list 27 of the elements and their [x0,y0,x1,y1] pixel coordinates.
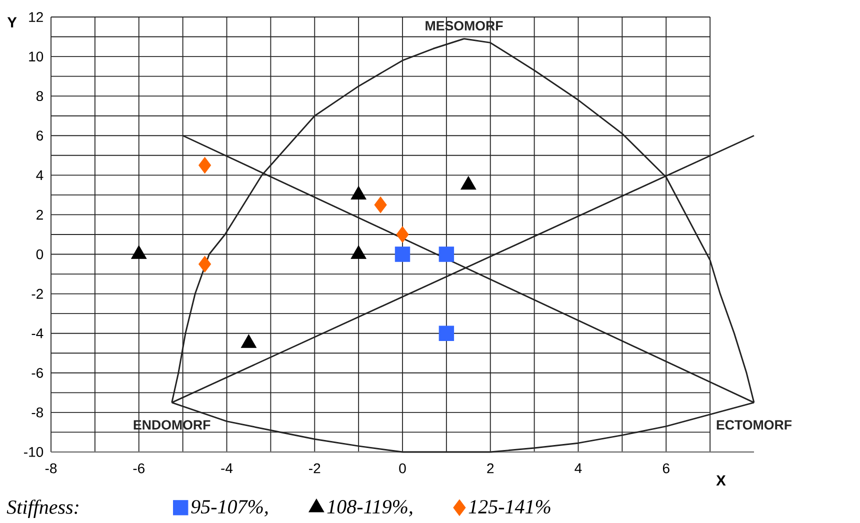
y-tick-label: -4 [32,328,44,338]
y-tick-label: -2 [32,288,43,299]
legend-title: Stiffness: [6,500,78,518]
y-tick-label: 6 [36,130,44,141]
y-axis-title: Y [7,17,17,28]
y-tick-label: -8 [32,407,44,418]
y-tick-label: 2 [36,210,43,220]
x-axis-title: X [716,475,726,486]
x-tick-label: 6 [662,463,670,474]
y-tick-label: 12 [29,12,43,22]
y-tick-label: 10 [29,52,44,62]
annotation: ECTOMORF [716,420,792,430]
x-tick-label: -2 [309,463,320,474]
x-tick-label: 4 [574,463,582,473]
y-tick-label: 8 [36,91,44,102]
y-tick-label: 4 [36,170,44,180]
y-tick-label: -10 [24,447,44,457]
legend-label: 125-141% [468,500,550,514]
y-tick-label: 0 [36,249,44,260]
y-tick-label: -6 [32,368,44,378]
x-tick-label: -4 [221,463,233,473]
legend-label: 108-119%, [327,500,412,516]
x-tick-label: 2 [487,463,494,474]
x-tick-label: 0 [399,463,406,474]
x-tick-label: -6 [133,463,144,474]
x-tick-label: -8 [45,463,57,474]
legend-label: 95-107%, [191,500,268,516]
